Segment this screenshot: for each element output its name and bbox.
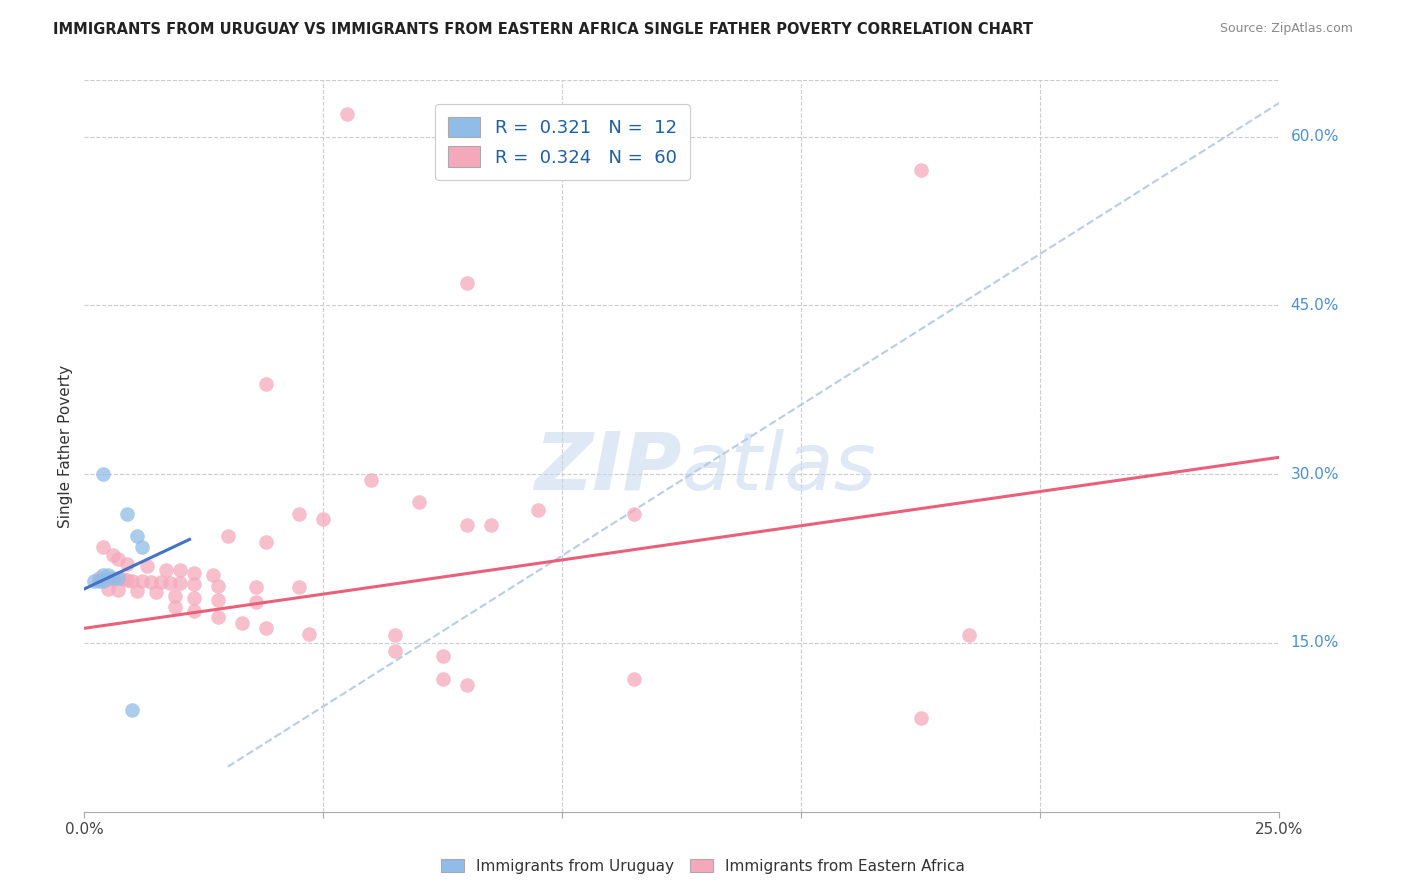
Point xyxy=(456,517,478,532)
Point xyxy=(83,574,105,588)
Point xyxy=(149,575,172,590)
Point xyxy=(117,557,139,571)
Point xyxy=(155,563,177,577)
Point xyxy=(101,548,124,562)
Point xyxy=(93,568,115,582)
Point xyxy=(125,529,148,543)
Point xyxy=(288,507,311,521)
Point xyxy=(254,621,277,635)
Y-axis label: Single Father Poverty: Single Father Poverty xyxy=(58,365,73,527)
Text: ZIP: ZIP xyxy=(534,429,682,507)
Point xyxy=(93,574,115,588)
Point xyxy=(121,703,143,717)
Point xyxy=(183,577,205,591)
Text: IMMIGRANTS FROM URUGUAY VS IMMIGRANTS FROM EASTERN AFRICA SINGLE FATHER POVERTY : IMMIGRANTS FROM URUGUAY VS IMMIGRANTS FR… xyxy=(53,22,1033,37)
Point xyxy=(183,566,205,581)
Point xyxy=(479,517,502,532)
Point xyxy=(135,559,157,574)
Point xyxy=(432,672,454,686)
Point xyxy=(432,649,454,664)
Point xyxy=(87,571,110,585)
Point xyxy=(117,573,139,587)
Point xyxy=(202,568,225,582)
Point xyxy=(131,541,153,555)
Point xyxy=(107,551,129,566)
Point xyxy=(165,599,187,614)
Point xyxy=(97,582,120,596)
Point xyxy=(910,711,932,725)
Point xyxy=(298,627,321,641)
Point xyxy=(87,574,110,588)
Text: 30.0%: 30.0% xyxy=(1291,467,1339,482)
Point xyxy=(159,576,181,591)
Point xyxy=(207,578,229,592)
Point xyxy=(101,572,124,586)
Text: Source: ZipAtlas.com: Source: ZipAtlas.com xyxy=(1219,22,1353,36)
Point xyxy=(408,495,430,509)
Point xyxy=(97,568,120,582)
Point xyxy=(93,467,115,482)
Point xyxy=(384,644,406,658)
Point xyxy=(183,591,205,605)
Point xyxy=(527,503,550,517)
Point xyxy=(107,582,129,597)
Point xyxy=(623,507,645,521)
Point xyxy=(254,534,277,549)
Text: 15.0%: 15.0% xyxy=(1291,635,1339,650)
Point xyxy=(111,572,134,586)
Point xyxy=(117,507,139,521)
Text: atlas: atlas xyxy=(682,429,877,507)
Point xyxy=(183,604,205,618)
Point xyxy=(360,473,382,487)
Legend: Immigrants from Uruguay, Immigrants from Eastern Africa: Immigrants from Uruguay, Immigrants from… xyxy=(436,853,970,880)
Text: 45.0%: 45.0% xyxy=(1291,298,1339,313)
Point xyxy=(910,163,932,178)
Point xyxy=(101,571,124,585)
Point xyxy=(312,512,335,526)
Point xyxy=(107,571,129,585)
Point xyxy=(169,576,191,591)
Point xyxy=(245,595,267,609)
Point xyxy=(141,575,163,590)
Point xyxy=(207,593,229,607)
Point xyxy=(336,107,359,121)
Point xyxy=(131,574,153,588)
Point xyxy=(254,377,277,392)
Point xyxy=(165,589,187,603)
Point xyxy=(217,529,239,543)
Point xyxy=(207,610,229,624)
Point xyxy=(456,677,478,691)
Point xyxy=(93,541,115,555)
Point xyxy=(145,585,167,599)
Point xyxy=(97,572,120,586)
Text: 60.0%: 60.0% xyxy=(1291,129,1339,144)
Point xyxy=(957,628,980,642)
Point xyxy=(245,580,267,594)
Point xyxy=(456,276,478,290)
Point xyxy=(384,628,406,642)
Point xyxy=(288,580,311,594)
Point xyxy=(169,563,191,577)
Point xyxy=(121,574,143,588)
Point xyxy=(231,615,253,630)
Point xyxy=(623,672,645,686)
Point xyxy=(125,584,148,599)
Legend: R =  0.321   N =  12, R =  0.324   N =  60: R = 0.321 N = 12, R = 0.324 N = 60 xyxy=(436,104,689,180)
